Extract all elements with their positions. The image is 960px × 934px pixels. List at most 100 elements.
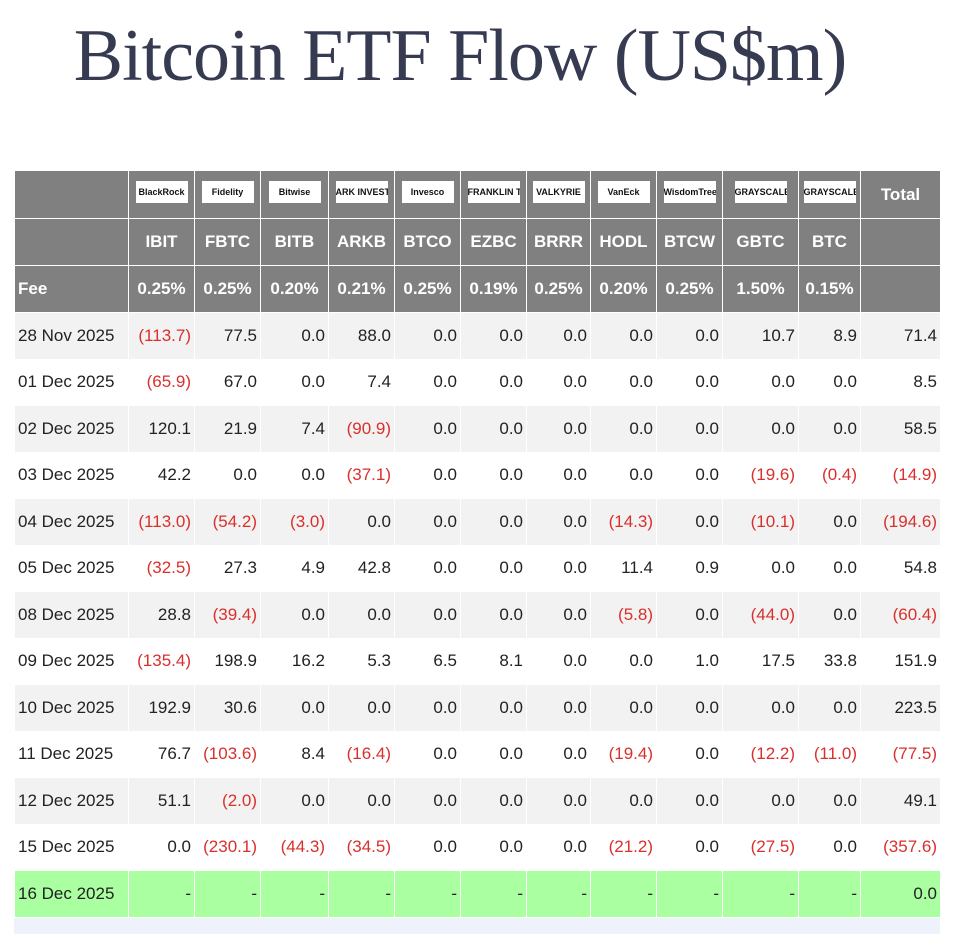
flow-cell: 0.0 (526, 451, 591, 499)
logo-cell: VanEck (590, 170, 657, 219)
data-row: 10 Dec 2025 192.9 30.6 0.0 0.0 0.0 0.0 0.0 0.0 0.… (14, 684, 940, 732)
flow-cell: (12.2) (722, 730, 799, 778)
issuer-logo: Bitwise (268, 181, 321, 203)
header-cell (860, 218, 940, 266)
flow-cell: 0.0 (328, 498, 395, 546)
flow-cell: (77.5) (860, 730, 940, 778)
flow-cell: (0.4) (798, 451, 861, 499)
flow-cell: (10.1) (722, 498, 799, 546)
flow-cell: 0.0 (656, 591, 723, 639)
flow-cell: - (656, 870, 723, 918)
flow-cell: (113.7) (128, 312, 195, 360)
flow-cell: 0.0 (460, 777, 527, 825)
flow-cell: 0.0 (590, 312, 657, 360)
flow-cell: 0.0 (394, 498, 461, 546)
ticker: EZBC (460, 218, 527, 266)
issuer-logo: ARK INVEST (335, 181, 388, 203)
page-title: Bitcoin ETF Flow (US$m) (73, 15, 848, 97)
flow-cell: (32.5) (128, 544, 195, 592)
flow-cell: 11.4 (590, 544, 657, 592)
flow-cell: 198.9 (194, 637, 261, 685)
flow-cell: 0.0 (260, 684, 329, 732)
flow-cell: 0.0 (798, 823, 861, 871)
flow-cell: 0.0 (260, 312, 329, 360)
fee: 0.21% (328, 265, 395, 313)
ticker: FBTC (194, 218, 261, 266)
logo-cell: VALKYRIE (526, 170, 591, 219)
flow-cell: (27.5) (722, 823, 799, 871)
flow-cell: (39.4) (194, 591, 261, 639)
flow-cell: 0.0 (328, 777, 395, 825)
flow-cell: (230.1) (194, 823, 261, 871)
date-cell: 09 Dec 2025 (14, 637, 129, 685)
flow-cell: 30.6 (194, 684, 261, 732)
flow-cell: - (798, 870, 861, 918)
data-row: 03 Dec 2025 42.2 0.0 0.0 (37.1) 0.0 0.0 0.0 0.0 0… (14, 451, 940, 499)
flow-cell: 58.5 (860, 405, 940, 453)
flow-cell: 8.5 (860, 358, 940, 406)
logo-cell: FRANKLIN TEMPLETON (460, 170, 527, 219)
ticker: IBIT (128, 218, 195, 266)
data-row: 05 Dec 2025 (32.5) 27.3 4.9 42.8 0.0 0.0 0.0 11.… (14, 544, 940, 592)
flow-cell: - (194, 870, 261, 918)
flow-cell: 42.2 (128, 451, 195, 499)
flow-cell: (14.9) (860, 451, 940, 499)
date-cell: 16 Dec 2025 (14, 870, 129, 918)
flow-cell: 0.0 (328, 591, 395, 639)
issuer-logo: WisdomTree (663, 181, 716, 203)
flow-cell: 0.0 (526, 544, 591, 592)
flow-cell: 223.5 (860, 684, 940, 732)
flow-cell: 6.5 (394, 637, 461, 685)
date-cell: 12 Dec 2025 (14, 777, 129, 825)
flow-cell: 0.0 (394, 777, 461, 825)
flow-cell: 0.0 (798, 544, 861, 592)
fee: 0.20% (590, 265, 657, 313)
flow-cell: 0.0 (460, 684, 527, 732)
logo-cell: WisdomTree (656, 170, 723, 219)
ticker: BTC (798, 218, 861, 266)
fee: 1.50% (722, 265, 799, 313)
date-cell: 08 Dec 2025 (14, 591, 129, 639)
flow-cell: 8.9 (798, 312, 861, 360)
logo-cell: BlackRock (128, 170, 195, 219)
flow-cell: 4.9 (260, 544, 329, 592)
flow-cell: 0.0 (394, 358, 461, 406)
flow-cell: 192.9 (128, 684, 195, 732)
flow-cell: (357.6) (860, 823, 940, 871)
logo-cell: GRAYSCALE (798, 170, 861, 219)
logo-cell: Fidelity (194, 170, 261, 219)
flow-cell: 0.0 (460, 312, 527, 360)
data-row: 01 Dec 2025 (65.9) 67.0 0.0 7.4 0.0 0.0 0.0 0.0 0… (14, 358, 940, 406)
flow-cell: 0.0 (394, 591, 461, 639)
flow-cell: 0.0 (260, 591, 329, 639)
flow-cell: 0.0 (656, 358, 723, 406)
flow-cell: 0.0 (526, 405, 591, 453)
flow-cell: 0.0 (590, 358, 657, 406)
data-row: 16 Dec 2025- - - - - - - - - - -0.0 (14, 870, 940, 918)
logo-row: BlackRock Fidelity Bitwise ARK INVEST Invesc… (14, 170, 940, 219)
flow-cell: - (460, 870, 527, 918)
flow-cell: 0.9 (656, 544, 723, 592)
next-row (14, 917, 940, 934)
logo-cell: ARK INVEST (328, 170, 395, 219)
flow-cell: 42.8 (328, 544, 395, 592)
flow-cell: 0.0 (798, 591, 861, 639)
flow-cell: 0.0 (460, 358, 527, 406)
flow-cell: 1.0 (656, 637, 723, 685)
flow-cell: 51.1 (128, 777, 195, 825)
issuer-logo: GRAYSCALE (734, 181, 787, 203)
ticker: BTCO (394, 218, 461, 266)
flow-cell: 0.0 (526, 312, 591, 360)
flow-cell: 0.0 (460, 823, 527, 871)
flow-cell: - (394, 870, 461, 918)
ticker: HODL (590, 218, 657, 266)
ticker-row: IBIT FBTC BITB ARKB BTCO EZBC BRRR HODL BTCW GBTC… (14, 218, 940, 266)
flow-cell: 0.0 (260, 451, 329, 499)
flow-cell: 0.0 (656, 777, 723, 825)
flow-cell: 0.0 (798, 358, 861, 406)
flow-cell: 0.0 (394, 730, 461, 778)
flow-cell: 0.0 (590, 637, 657, 685)
flow-cell: (34.5) (328, 823, 395, 871)
issuer-logo: Fidelity (201, 181, 254, 203)
data-row: 02 Dec 2025 120.1 21.9 7.4 (90.9) 0.0 0.0 0.0 0.… (14, 405, 940, 453)
